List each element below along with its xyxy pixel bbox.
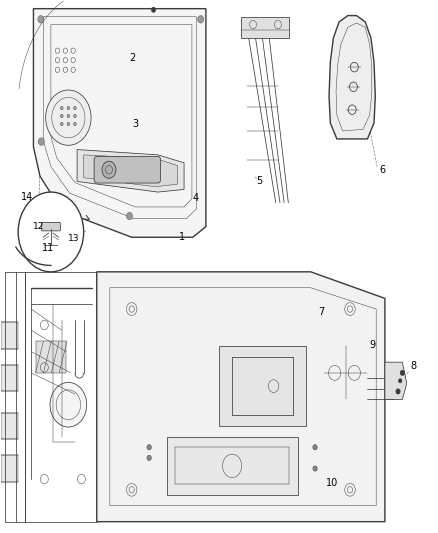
Circle shape [127, 212, 133, 220]
Circle shape [67, 115, 70, 118]
Polygon shape [77, 150, 184, 192]
Bar [1, 322, 18, 349]
Text: 6: 6 [380, 165, 386, 175]
Circle shape [60, 123, 63, 126]
Circle shape [147, 445, 151, 450]
Circle shape [60, 115, 63, 118]
Bar [1, 365, 18, 391]
Circle shape [38, 15, 44, 23]
Text: 2: 2 [129, 53, 136, 62]
Bar [35, 341, 66, 373]
Circle shape [74, 107, 76, 110]
Bar [1, 413, 18, 439]
Circle shape [400, 370, 405, 375]
Circle shape [396, 389, 400, 394]
Polygon shape [219, 346, 306, 426]
Bar [1, 455, 18, 482]
Polygon shape [329, 15, 375, 139]
Text: 12: 12 [33, 222, 44, 231]
Circle shape [399, 378, 402, 383]
Circle shape [67, 123, 70, 126]
Text: 4: 4 [193, 193, 199, 204]
Text: 14: 14 [21, 192, 33, 203]
Bar [324, 346, 367, 399]
Circle shape [50, 382, 87, 427]
Circle shape [151, 7, 155, 12]
Circle shape [74, 115, 76, 118]
FancyBboxPatch shape [94, 157, 160, 183]
Text: 5: 5 [256, 176, 262, 187]
Circle shape [147, 455, 151, 461]
Text: 3: 3 [132, 119, 138, 129]
Circle shape [46, 90, 91, 146]
Circle shape [74, 123, 76, 126]
Polygon shape [84, 155, 177, 187]
Polygon shape [166, 437, 297, 495]
Circle shape [313, 466, 317, 471]
Circle shape [38, 138, 44, 146]
Circle shape [18, 192, 84, 272]
Text: 7: 7 [318, 306, 325, 317]
Circle shape [60, 107, 63, 110]
Text: 1: 1 [179, 232, 185, 242]
FancyBboxPatch shape [41, 222, 60, 231]
Polygon shape [33, 9, 206, 237]
Circle shape [102, 161, 116, 178]
Text: 13: 13 [68, 234, 80, 243]
Text: 10: 10 [325, 479, 338, 488]
Circle shape [67, 107, 70, 110]
Circle shape [313, 445, 317, 450]
Circle shape [198, 15, 204, 23]
Polygon shape [385, 362, 407, 399]
Polygon shape [241, 17, 289, 38]
Text: 11: 11 [42, 244, 54, 253]
Text: 9: 9 [369, 340, 375, 350]
Polygon shape [97, 272, 385, 522]
Text: 8: 8 [410, 361, 417, 372]
